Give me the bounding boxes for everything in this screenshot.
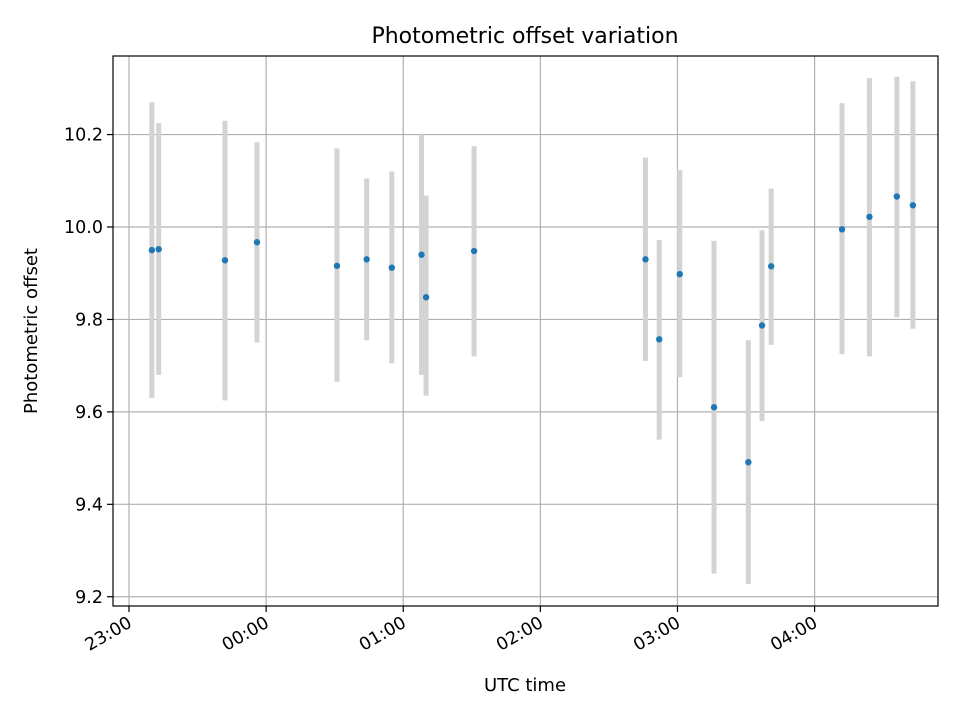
chart: 23:00 00:00 01:00 02:00 03:00 04:00 9.29.49.6… [0, 0, 960, 720]
data-point [677, 271, 683, 277]
data-point [423, 294, 429, 300]
data-point [334, 263, 340, 269]
y-tick-label: 10.0 [64, 218, 103, 238]
data-point [839, 226, 845, 232]
data-point [363, 256, 369, 262]
data-point [894, 193, 900, 199]
data-point [156, 246, 162, 252]
data-point [418, 252, 424, 258]
figure-background [0, 0, 960, 720]
data-point [642, 256, 648, 262]
data-point [759, 322, 765, 328]
data-point [768, 263, 774, 269]
data-point [656, 336, 662, 342]
data-point [149, 247, 155, 253]
data-point [254, 239, 260, 245]
y-tick-label: 10.2 [64, 126, 103, 146]
data-point [711, 404, 717, 410]
data-point [866, 214, 872, 220]
data-point [745, 459, 751, 465]
y-tick-label: 9.8 [75, 310, 103, 330]
data-point [389, 264, 395, 270]
data-point [471, 248, 477, 254]
chart-title: Photometric offset variation [371, 24, 678, 49]
x-axis-label: UTC time [484, 675, 566, 696]
y-axis-label: Photometric offset [21, 248, 42, 414]
y-tick-label: 9.2 [75, 588, 103, 608]
data-point [222, 257, 228, 263]
data-point [910, 202, 916, 208]
y-tick-label: 9.4 [75, 495, 103, 515]
y-tick-label: 9.6 [75, 403, 103, 423]
